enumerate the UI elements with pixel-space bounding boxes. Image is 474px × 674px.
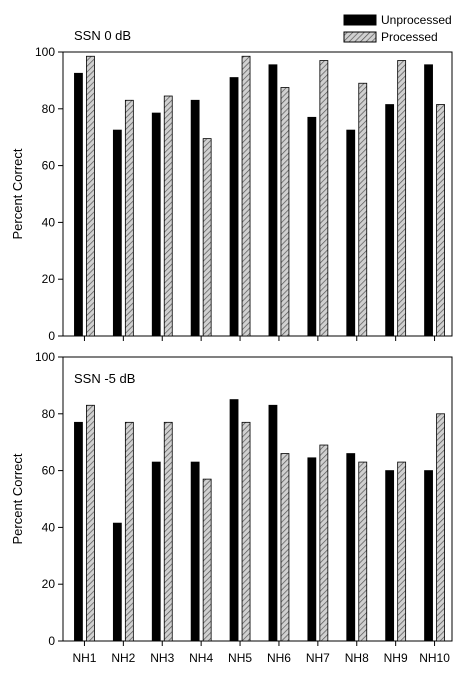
bar-processed-nh3 [163, 421, 173, 642]
legend-label-unprocessed: Unprocessed [381, 13, 452, 27]
bar-processed-nh3 [163, 95, 173, 337]
bar-processed-nh2 [124, 421, 134, 642]
panel-title: SSN -5 dB [74, 371, 135, 386]
chart-panel-ssn-0db: SSN 0 dB Percent Correct 0 20 40 60 80 100 [10, 28, 453, 343]
bar-unprocessed-nh7 [307, 116, 317, 337]
x-axis-ticks [83, 336, 436, 341]
bar-unprocessed-nh10 [424, 64, 433, 337]
bar-unprocessed-nh9 [385, 470, 395, 642]
x-tick-label: NH4 [189, 651, 213, 665]
legend-swatch-processed [343, 31, 377, 43]
y-tick-label: 40 [42, 215, 56, 229]
legend-label-processed: Processed [381, 30, 438, 44]
bar-unprocessed-nh3 [151, 461, 161, 642]
y-tick-label: 60 [42, 464, 56, 478]
y-tick-label: 60 [42, 159, 56, 173]
x-tick-label: NH6 [267, 651, 291, 665]
bar-unprocessed-nh1 [74, 421, 83, 642]
bar-processed-nh1 [86, 55, 95, 337]
legend: Unprocessed Processed [343, 13, 452, 44]
bar-unprocessed-nh4 [190, 99, 200, 337]
x-tick-label: NH1 [72, 651, 96, 665]
y-tick-label: 40 [42, 520, 56, 534]
bar-processed-nh6 [280, 87, 290, 337]
bar-processed-nh4 [202, 138, 212, 337]
bar-group [74, 399, 445, 642]
bar-unprocessed-nh9 [385, 104, 395, 337]
bar-unprocessed-nh6 [268, 64, 278, 337]
bar-processed-nh10 [436, 413, 445, 642]
bar-processed-nh7 [319, 444, 329, 642]
bar-group [74, 55, 445, 337]
y-tick-label: 80 [42, 102, 56, 116]
y-axis-title: Percent Correct [10, 453, 25, 544]
y-tick-label: 20 [42, 272, 56, 286]
bar-unprocessed-nh6 [268, 404, 278, 642]
x-axis-ticks: NH1 NH2 NH3 NH4 NH5 NH6 NH7 NH8 NH9 NH10 [72, 641, 450, 665]
bar-processed-nh9 [397, 60, 407, 337]
y-axis-title: Percent Correct [10, 148, 25, 239]
plot-frame [62, 51, 453, 337]
bar-unprocessed-nh10 [424, 470, 433, 642]
x-tick-label: NH3 [150, 651, 174, 665]
bar-unprocessed-nh5 [229, 77, 239, 337]
y-tick-label: 80 [42, 407, 56, 421]
x-tick-label: NH2 [111, 651, 135, 665]
bar-processed-nh5 [241, 55, 251, 337]
bar-processed-nh5 [241, 421, 251, 642]
bar-unprocessed-nh2 [112, 522, 122, 642]
x-tick-label: NH10 [419, 651, 450, 665]
x-tick-label: NH9 [384, 651, 408, 665]
bar-processed-nh6 [280, 453, 290, 642]
bar-processed-nh7 [319, 60, 329, 337]
bar-unprocessed-nh2 [112, 129, 122, 337]
y-tick-label: 100 [35, 350, 55, 364]
y-tick-label: 20 [42, 577, 56, 591]
bar-unprocessed-nh5 [229, 399, 239, 642]
x-tick-label: NH8 [345, 651, 369, 665]
plot-frame [62, 356, 453, 642]
bar-unprocessed-nh8 [346, 129, 356, 337]
bar-processed-nh8 [358, 461, 368, 642]
y-tick-label: 0 [48, 634, 55, 648]
bar-processed-nh8 [358, 82, 368, 337]
bar-unprocessed-nh3 [151, 112, 161, 337]
bar-processed-nh4 [202, 478, 212, 642]
x-tick-label: NH7 [306, 651, 330, 665]
bar-unprocessed-nh4 [190, 461, 200, 642]
bar-unprocessed-nh8 [346, 453, 356, 642]
x-tick-label: NH5 [228, 651, 252, 665]
y-axis-ticks: 0 20 40 60 80 100 [35, 350, 63, 648]
bar-processed-nh1 [86, 404, 95, 642]
panel-title: SSN 0 dB [74, 28, 131, 43]
chart-panel-ssn-minus5db: SSN -5 dB Percent Correct 0 20 40 60 80 100 N… [10, 350, 453, 665]
y-axis-ticks: 0 20 40 60 80 100 [35, 45, 63, 343]
bar-unprocessed-nh1 [74, 72, 83, 337]
bar-unprocessed-nh7 [307, 457, 317, 642]
bar-processed-nh10 [436, 104, 445, 337]
legend-swatch-unprocessed [343, 14, 377, 26]
bar-processed-nh9 [397, 461, 407, 642]
y-tick-label: 100 [35, 45, 55, 59]
y-tick-label: 0 [48, 329, 55, 343]
bar-processed-nh2 [124, 99, 134, 337]
